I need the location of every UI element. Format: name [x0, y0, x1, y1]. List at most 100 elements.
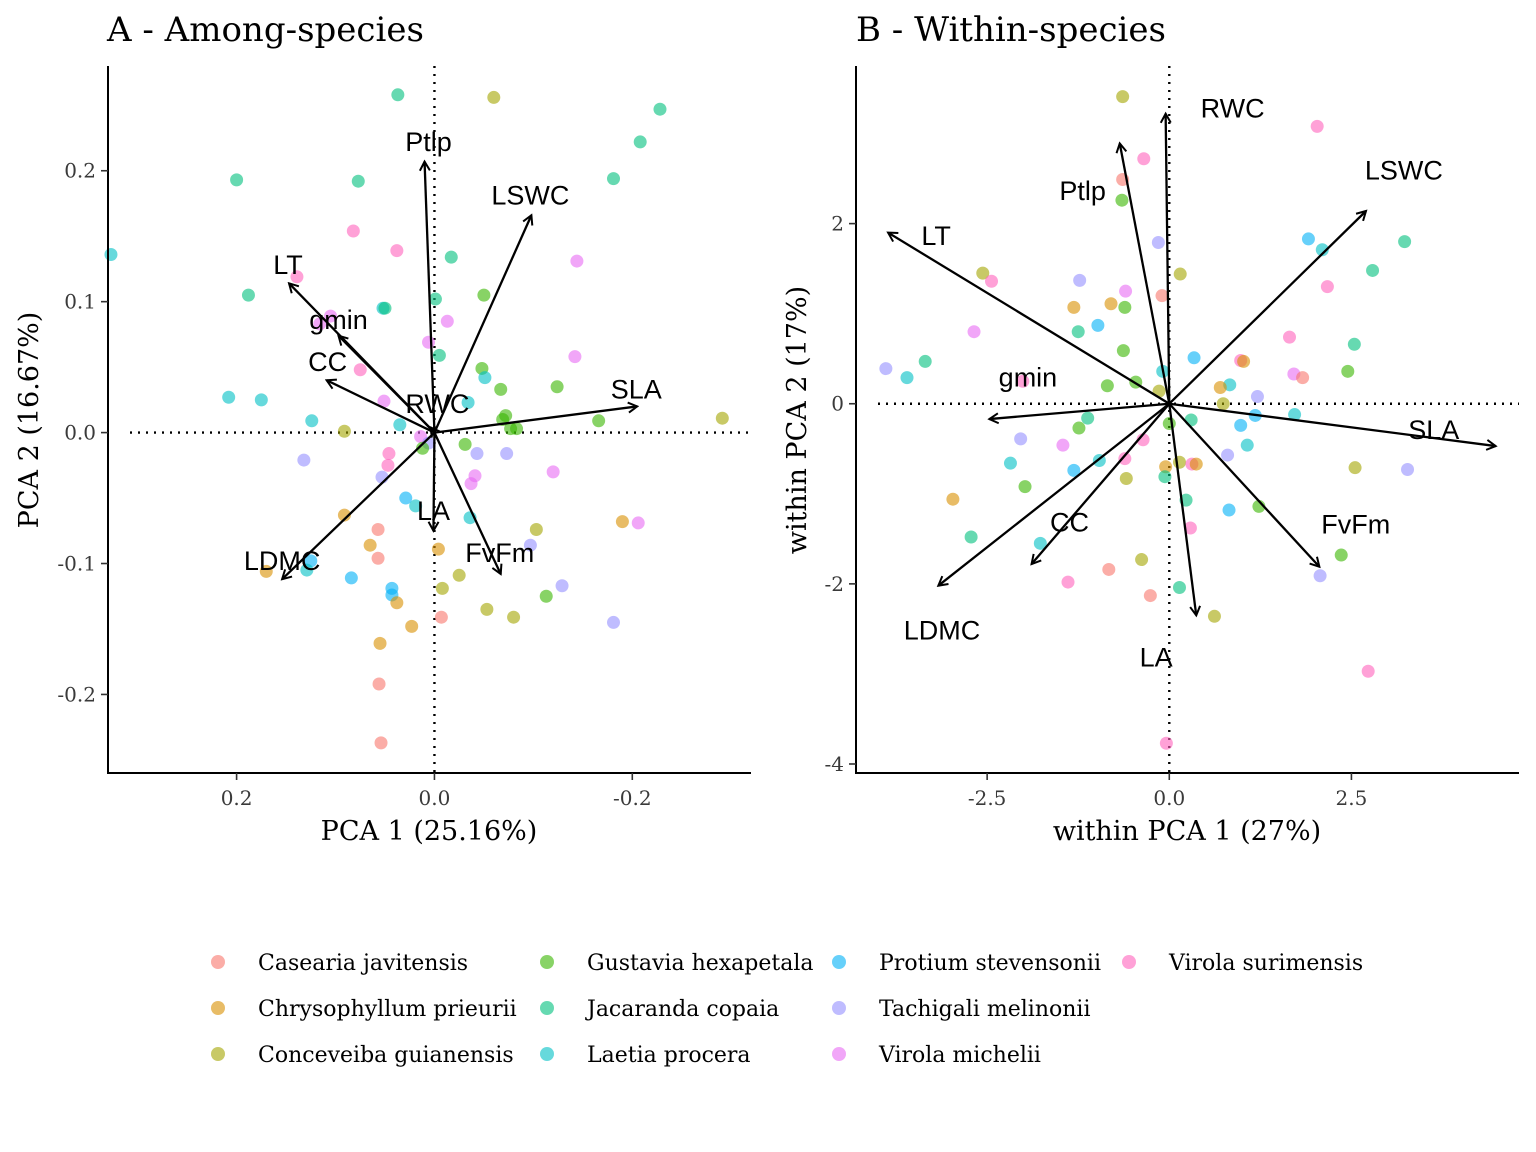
data-point	[1033, 536, 1047, 550]
data-point	[1056, 438, 1070, 452]
panel-among-species: A - Among-species PCA 1 (25.16%) PCA 2 (…	[14, 10, 751, 847]
data-point	[351, 174, 365, 188]
legend-label: Tachigali melinonii	[879, 997, 1090, 1022]
legend-item-tachigali-melinonii: Tachigali melinonii	[832, 997, 1090, 1022]
data-point	[1071, 325, 1085, 339]
vector-arrow-sla	[434, 406, 637, 434]
x-tick-label: -2.5	[968, 786, 1007, 810]
data-point	[1283, 330, 1296, 344]
data-point	[946, 492, 960, 506]
vector-arrow-lswc	[433, 215, 531, 434]
y-tick-label: -0.2	[57, 682, 96, 706]
data-point	[1398, 235, 1412, 249]
vector-label-ldmc: LDMC	[904, 616, 981, 646]
legend-key	[1122, 955, 1136, 969]
data-point	[444, 250, 458, 264]
legend-key	[832, 1001, 846, 1015]
data-point	[416, 441, 430, 455]
data-point	[305, 414, 319, 428]
vector-label-cc: CC	[1050, 508, 1089, 538]
data-point	[1003, 456, 1017, 470]
data-point	[1091, 318, 1105, 332]
data-point	[1116, 344, 1130, 358]
legend-key	[832, 955, 846, 969]
vector-label-ptlp: Ptlp	[405, 127, 452, 157]
data-point	[259, 564, 273, 578]
data-point	[1347, 337, 1361, 351]
data-point	[390, 244, 404, 258]
panel-within-species: B - Within-species within PCA 1 (27%) wi…	[782, 10, 1519, 847]
data-point	[1207, 609, 1221, 623]
data-point	[1183, 521, 1197, 535]
vector-arrow-gmin	[338, 336, 436, 434]
data-point	[976, 266, 990, 280]
vector-label-sla: SLA	[1408, 415, 1459, 445]
data-point	[1240, 438, 1254, 452]
data-point	[967, 325, 981, 339]
vector-arrow-lswc	[1168, 211, 1366, 405]
vector-label-fvfm: FvFm	[1321, 509, 1390, 539]
data-point	[230, 173, 244, 187]
data-point	[918, 354, 932, 368]
data-point	[409, 499, 423, 513]
data-point	[570, 254, 584, 268]
data-point	[1250, 390, 1264, 404]
panel-a-x-axis-label: PCA 1 (25.16%)	[321, 816, 538, 847]
legend-key	[211, 955, 225, 969]
data-point	[1137, 152, 1151, 166]
data-point	[1162, 417, 1176, 431]
legend-key	[211, 1001, 225, 1015]
data-point	[964, 530, 978, 544]
data-point	[523, 538, 537, 552]
legend-item-conceveiba-guianensis: Conceveiba guianensis	[211, 1043, 514, 1068]
data-point	[435, 581, 449, 595]
data-point	[1320, 280, 1334, 294]
data-point	[606, 172, 620, 186]
panel-b-loading-vectors: RWC Ptlp LSWC LT gmin SLA CC FvFm LDMC LA	[888, 93, 1496, 673]
vector-arrow-ptlp	[1120, 143, 1171, 404]
data-point	[1119, 471, 1133, 485]
vector-label-ldmc: LDMC	[244, 546, 321, 576]
data-point	[374, 736, 388, 750]
data-point	[363, 538, 377, 552]
legend-label: Gustavia hexapetala	[587, 951, 814, 976]
data-point	[1213, 381, 1227, 395]
data-point	[393, 418, 407, 432]
vector-label-lt: LT	[921, 221, 951, 251]
legend-label: Protium stevensonii	[879, 951, 1101, 976]
data-point	[487, 90, 501, 104]
panel-b-y-axis-label: within PCA 2 (17%)	[782, 286, 813, 554]
data-point	[1173, 267, 1187, 281]
panel-a-y-axis-label: PCA 2 (16.67%)	[14, 312, 45, 529]
y-tick-label: 0.1	[64, 290, 96, 314]
data-point	[1172, 580, 1186, 594]
data-point	[440, 314, 454, 328]
legend-key	[540, 955, 554, 969]
data-point	[1067, 463, 1081, 477]
legend-key	[540, 1047, 554, 1061]
legend-item-protium-stevensonii: Protium stevensonii	[832, 951, 1101, 976]
data-point	[1361, 664, 1375, 678]
data-point	[1237, 354, 1251, 368]
data-point	[529, 522, 543, 536]
data-point	[1288, 408, 1302, 422]
legend-label: Virola michelii	[878, 1043, 1041, 1068]
vector-arrow-ldmc	[938, 402, 1170, 586]
data-point	[458, 437, 472, 451]
vector-arrow-fvfm	[1168, 402, 1319, 567]
legend-label: Jacaranda copaia	[585, 997, 779, 1022]
data-point	[337, 424, 351, 438]
data-point	[1221, 448, 1235, 462]
legend-label: Virola surimensis	[1168, 951, 1363, 976]
data-point	[391, 88, 405, 102]
data-point	[371, 522, 385, 536]
data-point	[297, 453, 311, 467]
data-point	[290, 270, 304, 284]
x-tick-label: 0.0	[419, 786, 451, 810]
data-point	[900, 371, 914, 385]
x-tick-label: 0.0	[1153, 786, 1185, 810]
data-point	[300, 563, 314, 577]
data-point	[539, 589, 553, 603]
vector-arrow-cc	[1032, 402, 1171, 564]
y-tick-label: -4	[825, 752, 844, 776]
